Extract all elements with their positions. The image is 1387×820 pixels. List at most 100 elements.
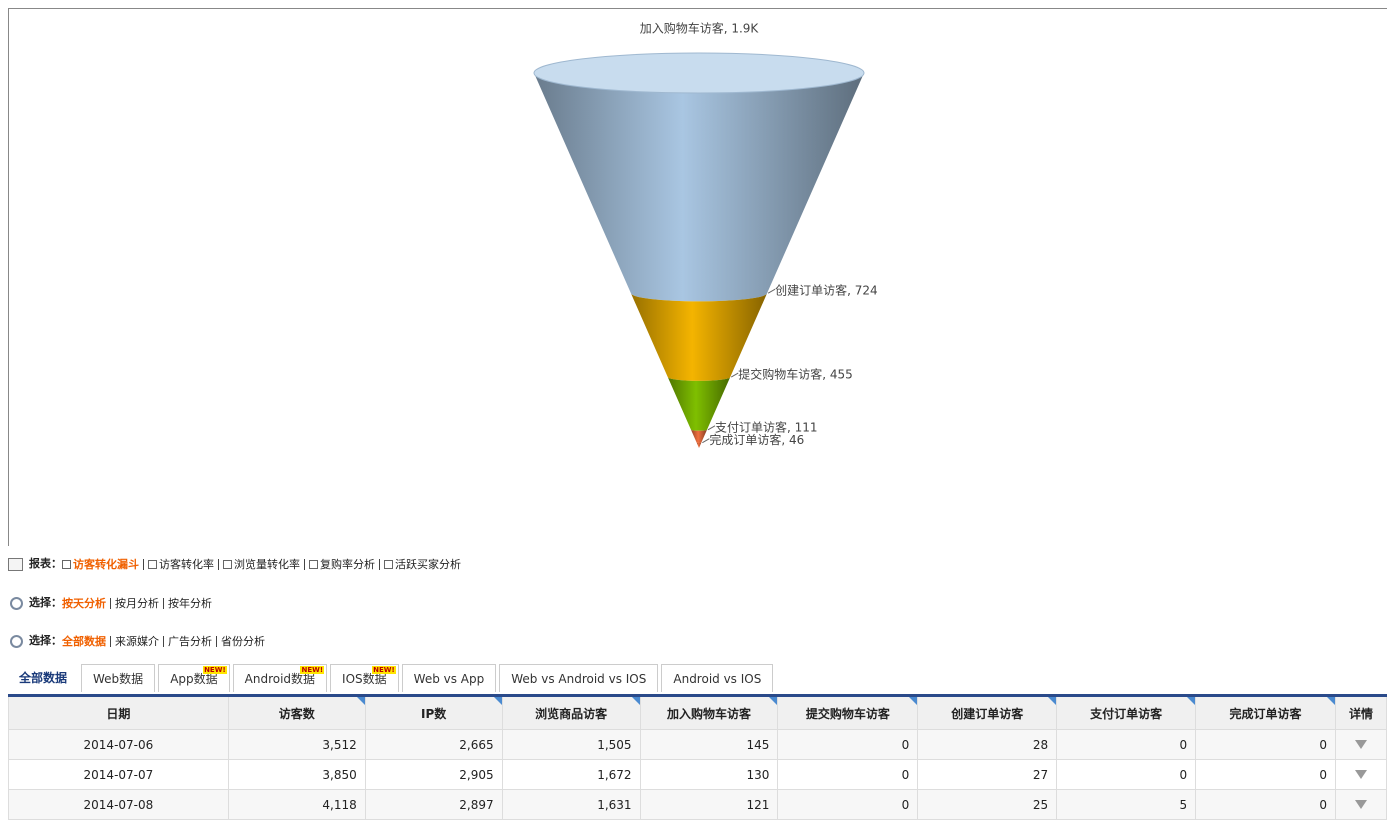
data-label: 支付订单访客, 111 bbox=[715, 419, 818, 434]
table-cell: 25 bbox=[917, 789, 1058, 820]
detail-cell bbox=[1334, 729, 1387, 760]
new-badge: NEW! bbox=[300, 666, 325, 674]
table-cell: 0 bbox=[777, 759, 919, 790]
table-cell: 0 bbox=[1195, 759, 1336, 790]
nav-link[interactable]: 省份分析 bbox=[216, 634, 269, 648]
chart-svg: 加入购物车访客, 1.9K 创建订单访客, 724 提交购物车访客, 455 支付订单… bbox=[533, 21, 878, 448]
table-cell: 121 bbox=[639, 789, 779, 820]
column-header: 详情 bbox=[1334, 695, 1387, 730]
table-cell: 1,631 bbox=[501, 789, 641, 820]
tab-label: App数据 bbox=[170, 672, 218, 686]
header-row: 日期 访客数 IP数 浏览商品访客 加入购物车访客 提交购物车访客 创建订单访客 支付订单访客… bbox=[8, 695, 1387, 730]
nav-title: 报表： bbox=[29, 557, 62, 570]
column-header: 访客数 bbox=[227, 695, 366, 730]
nav-link[interactable]: 活跃买家分析 bbox=[379, 557, 465, 571]
tab[interactable]: Web vs App bbox=[401, 664, 497, 692]
detail-icon[interactable] bbox=[1354, 799, 1367, 809]
table-cell: 4,118 bbox=[227, 789, 366, 820]
nav-link-text: 按天分析 bbox=[62, 596, 106, 610]
table-cell: 28 bbox=[917, 729, 1058, 760]
table-cell: 0 bbox=[777, 729, 919, 760]
column-header: 完成订单访客 bbox=[1195, 695, 1336, 730]
table-row: 2014-07-08 4,118 2,897 1,631 121 0 25 5 0 bbox=[8, 789, 1387, 820]
nav-link-text: 活跃买家分析 bbox=[395, 557, 461, 571]
nav-link-text: 访客转化漏斗 bbox=[73, 557, 139, 571]
table-cell: 5 bbox=[1056, 789, 1197, 820]
table-cell: 0 bbox=[1195, 729, 1336, 760]
table-cell: 3,512 bbox=[227, 729, 366, 760]
nav-link-text: 来源媒介 bbox=[115, 634, 159, 648]
tab-label: Android数据 bbox=[244, 672, 316, 686]
nav-link-text: 访客转化率 bbox=[159, 557, 214, 571]
nav-link[interactable]: 广告分析 bbox=[163, 634, 216, 648]
nav-link-text: 省份分析 bbox=[221, 634, 265, 648]
nav-link-text: 广告分析 bbox=[168, 634, 212, 648]
nav-link[interactable]: 按年分析 bbox=[163, 596, 216, 610]
funnel-segment bbox=[696, 442, 702, 448]
tab[interactable]: Android vs IOS bbox=[661, 664, 774, 692]
nav-link[interactable]: 按月分析 bbox=[110, 596, 163, 610]
new-badge: NEW! bbox=[372, 666, 396, 674]
funnel-segment bbox=[534, 73, 864, 302]
data-table: 日期 访客数 IP数 浏览商品访客 加入购物车访客 提交购物车访客 创建订单访客 支付订单访客… bbox=[8, 694, 1387, 820]
nav-title: 选择： bbox=[29, 596, 62, 609]
tab[interactable]: Web vs Android vs IOS bbox=[499, 664, 659, 692]
detail-cell bbox=[1334, 789, 1387, 820]
expand-icon bbox=[223, 559, 232, 569]
nav-icon bbox=[10, 634, 23, 648]
nav-link[interactable]: 全部数据 bbox=[62, 636, 110, 647]
new-badge: NEW! bbox=[203, 666, 227, 674]
tab-label: Web vs Android vs IOS bbox=[511, 672, 647, 686]
nav-link[interactable]: 按天分析 bbox=[62, 598, 110, 609]
table-cell: 0 bbox=[1195, 789, 1336, 820]
nav-link[interactable]: 来源媒介 bbox=[110, 634, 163, 648]
column-header: 加入购物车访客 bbox=[639, 695, 779, 730]
column-header: 支付订单访客 bbox=[1056, 695, 1197, 730]
detail-icon[interactable] bbox=[1354, 769, 1367, 779]
funnel-chart: 加入购物车访客, 1.9K 创建订单访客, 724 提交购物车访客, 455 支付订单… bbox=[8, 8, 1387, 546]
data-label: 创建订单访客, 724 bbox=[775, 283, 878, 298]
tab[interactable]: Web数据 bbox=[81, 664, 156, 692]
nav-link-text: 浏览量转化率 bbox=[234, 557, 300, 571]
expand-icon bbox=[62, 559, 71, 569]
table-cell: 27 bbox=[917, 759, 1058, 790]
nav-link-text: 按月分析 bbox=[115, 596, 159, 610]
nav-row: 报表： 访客转化漏斗 访客转化率 浏览量转化率 复购率分析 活跃买家分析 bbox=[8, 556, 465, 572]
table-row: 2014-07-06 3,512 2,665 1,505 145 0 28 0 0 bbox=[8, 729, 1387, 760]
tab[interactable]: IOS数据 NEW! bbox=[330, 664, 399, 692]
nav-link[interactable]: 浏览量转化率 bbox=[218, 557, 304, 571]
nav-link[interactable]: 访客转化率 bbox=[143, 557, 218, 571]
table-cell: 2,897 bbox=[364, 789, 503, 820]
tabs: 全部数据 Web数据 App数据 NEW! Android数据 NEW! IOS数据 NEW!… bbox=[8, 664, 776, 692]
funnel-top bbox=[533, 52, 865, 94]
nav-link-text: 全部数据 bbox=[62, 634, 106, 648]
detail-icon[interactable] bbox=[1354, 739, 1367, 749]
table-cell: 2014-07-08 bbox=[8, 789, 229, 820]
nav-link[interactable]: 复购率分析 bbox=[304, 558, 379, 570]
tab[interactable]: Android数据 NEW! bbox=[232, 664, 328, 692]
tab[interactable]: App数据 NEW! bbox=[158, 664, 230, 692]
column-header: 浏览商品访客 bbox=[501, 695, 641, 730]
nav-link[interactable]: 访客转化漏斗 bbox=[62, 559, 143, 570]
data-label: 加入购物车访客, 1.9K bbox=[640, 21, 760, 36]
nav-link-text: 按年分析 bbox=[168, 596, 212, 610]
table-cell: 145 bbox=[639, 729, 779, 760]
tab-label: Android vs IOS bbox=[673, 672, 762, 686]
table-cell: 130 bbox=[639, 759, 779, 790]
column-header: 提交购物车访客 bbox=[777, 695, 919, 730]
leader-line bbox=[730, 372, 739, 378]
table-cell: 0 bbox=[1056, 759, 1197, 790]
leader-line bbox=[767, 288, 776, 294]
detail-cell bbox=[1334, 759, 1387, 790]
nav-title: 选择： bbox=[29, 634, 62, 647]
data-label: 提交购物车访客, 455 bbox=[738, 367, 853, 382]
tab[interactable]: 全部数据 bbox=[8, 664, 79, 692]
funnel-segment bbox=[667, 377, 731, 431]
nav-row: 选择： 按天分析 按月分析 按年分析 bbox=[8, 595, 216, 611]
table-cell: 0 bbox=[777, 789, 919, 820]
leader-line bbox=[702, 438, 710, 444]
funnel-segment bbox=[690, 429, 708, 443]
column-header: 日期 bbox=[8, 695, 229, 730]
tab-label: 全部数据 bbox=[19, 671, 68, 685]
